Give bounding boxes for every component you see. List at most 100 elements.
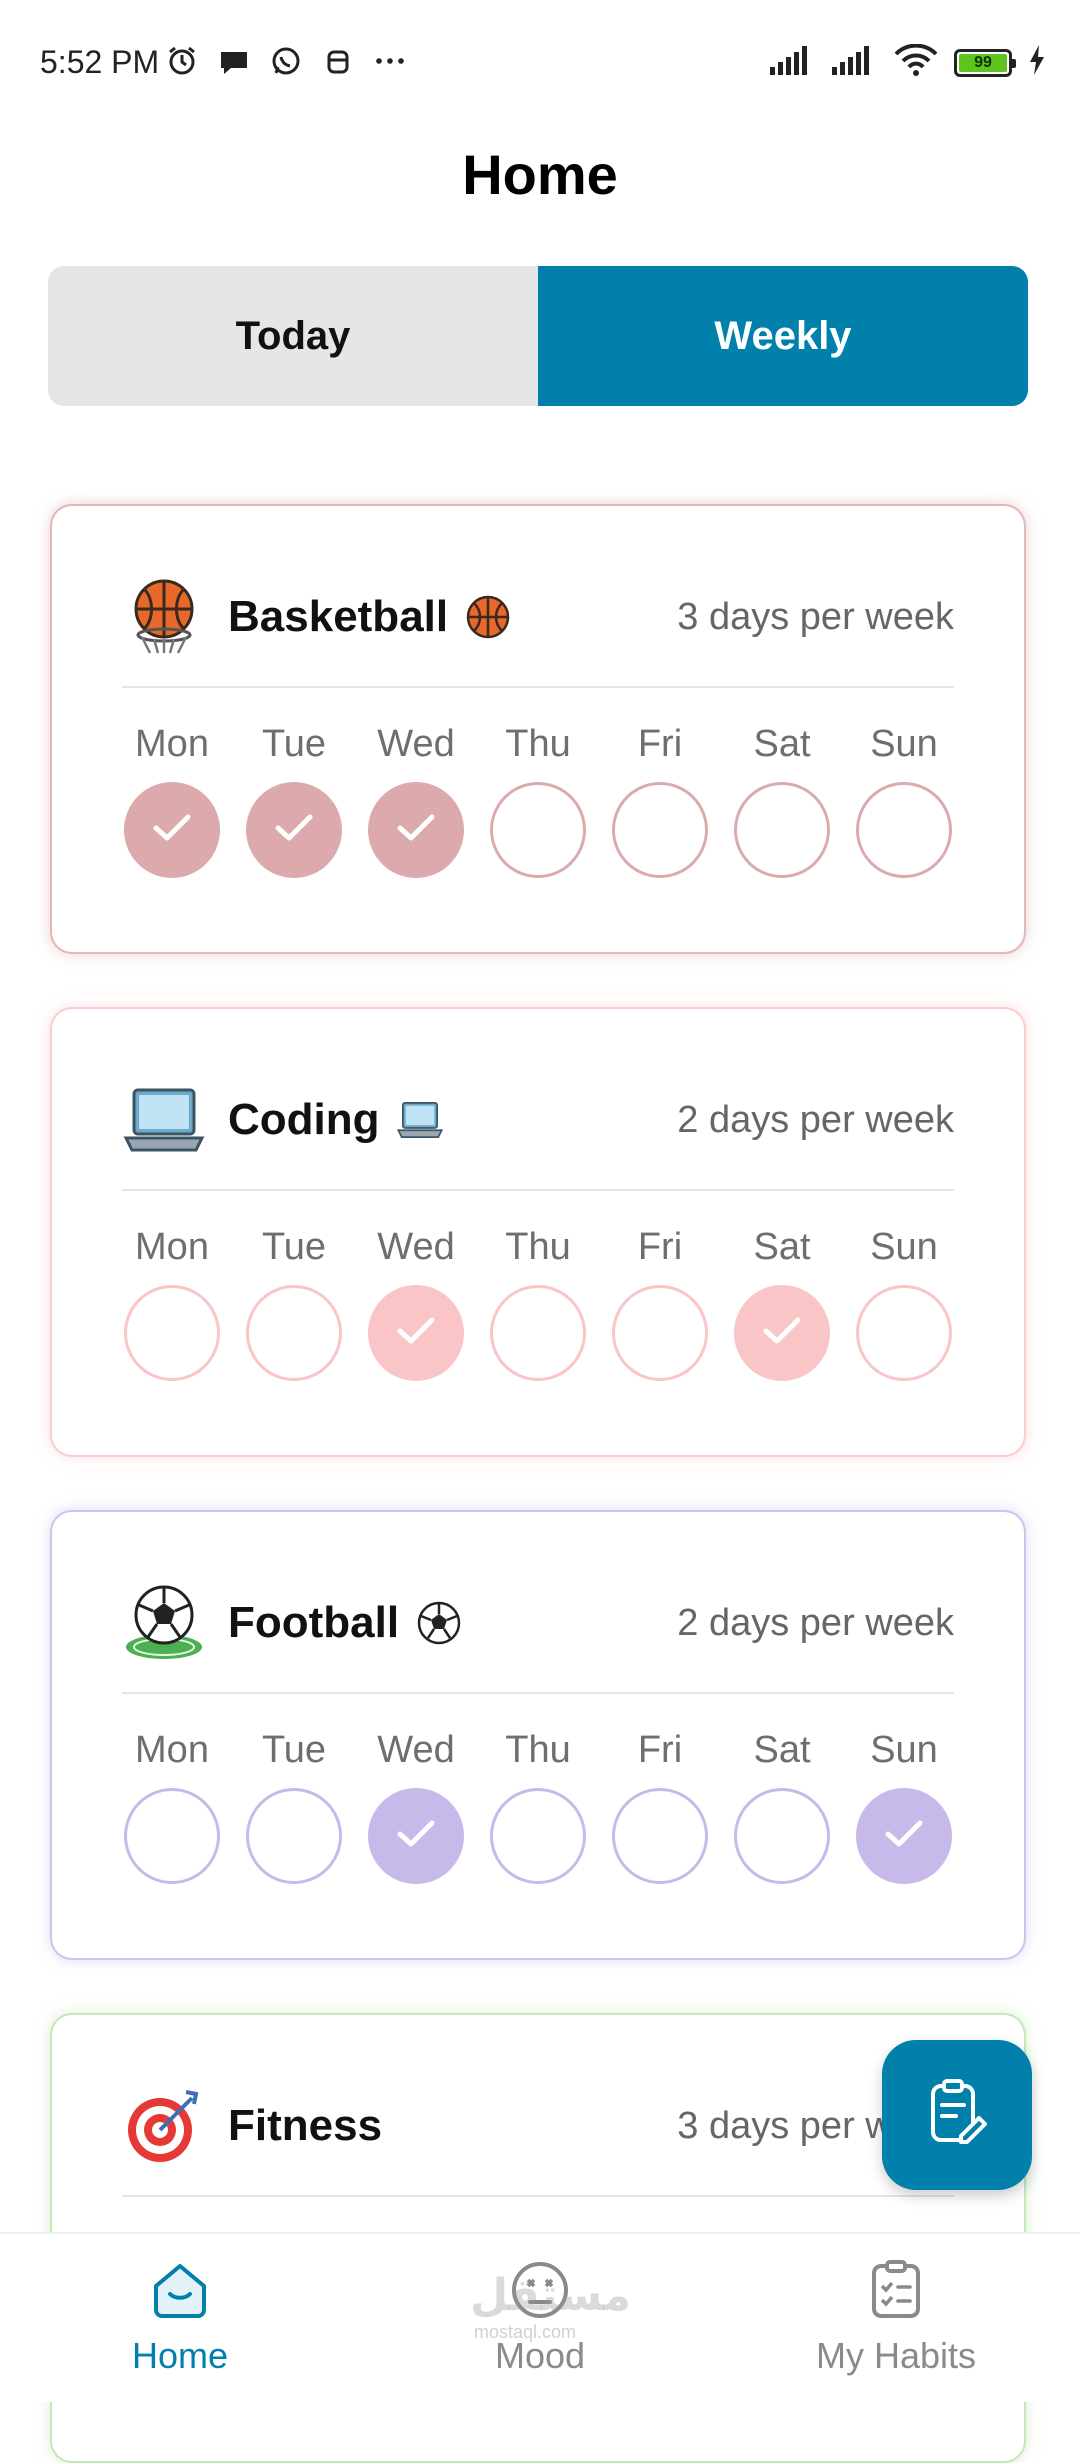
day-tue: Tue (244, 1722, 344, 1884)
home-icon (148, 2258, 212, 2327)
day-fri: Fri (610, 1722, 710, 1884)
tab-today[interactable]: Today (48, 266, 538, 406)
day-checkbox[interactable] (734, 1788, 830, 1884)
nav-my-habits-label: My Habits (815, 2335, 977, 2376)
day-checkbox[interactable] (856, 1285, 952, 1381)
day-label: Sat (753, 1226, 811, 1268)
day-checkbox[interactable] (490, 782, 586, 878)
day-label: Thu (505, 1729, 571, 1771)
signal-icon (770, 45, 816, 80)
day-label: Mon (135, 1226, 209, 1268)
day-label: Thu (505, 1226, 571, 1268)
add-habit-button[interactable] (882, 2040, 1032, 2190)
more-icon (373, 44, 407, 78)
day-label: Wed (377, 1226, 455, 1268)
day-mon: Mon (122, 1722, 222, 1884)
soccer-ball-icon (415, 1599, 463, 1647)
day-sat: Sat (732, 1219, 832, 1381)
day-label: Sun (870, 723, 938, 765)
day-checkbox[interactable] (246, 1788, 342, 1884)
day-checkbox-checked[interactable] (368, 782, 464, 878)
week-days: Mon Tue Wed Thu Fri Sat Sun (122, 1722, 954, 1884)
habit-card-header: Coding 2 days per week (122, 1077, 954, 1163)
day-label: Thu (505, 723, 571, 765)
basketball-hoop-icon (122, 575, 206, 659)
day-checkbox[interactable] (612, 1285, 708, 1381)
day-checkbox[interactable] (734, 782, 830, 878)
habit-card-header: Basketball 3 days per week (122, 574, 954, 660)
soccer-field-icon (122, 1581, 206, 1665)
week-days: Mon Tue Wed Thu Fri Sat Sun (122, 1219, 954, 1381)
day-checkbox[interactable] (612, 1788, 708, 1884)
check-icon (884, 1819, 924, 1854)
day-label: Wed (377, 1729, 455, 1771)
day-sat: Sat (732, 1722, 832, 1884)
day-sun: Sun (854, 1219, 954, 1381)
habit-name: Fitness (228, 2101, 383, 2150)
chat-bubble-icon (217, 44, 251, 78)
battery-level: 99 (974, 53, 992, 71)
clipboard-edit-icon (925, 2078, 989, 2153)
signal-icon (832, 45, 878, 80)
day-checkbox[interactable] (490, 1285, 586, 1381)
day-label: Fri (637, 723, 683, 765)
status-time: 5:52 PM (40, 44, 160, 80)
divider (122, 1692, 954, 1694)
day-fri: Fri (610, 716, 710, 878)
nav-mood-label: Mood (494, 2335, 586, 2376)
day-checkbox[interactable] (246, 1285, 342, 1381)
tab-weekly[interactable]: Weekly (538, 266, 1028, 406)
day-label: Sat (753, 723, 811, 765)
day-thu: Thu (488, 716, 588, 878)
day-label: Fri (637, 1729, 683, 1771)
checklist-icon (864, 2258, 928, 2327)
habit-name: Football (228, 1598, 400, 1647)
day-checkbox-checked[interactable] (734, 1285, 830, 1381)
watermark: مستقل (470, 2271, 631, 2320)
habit-frequency: 2 days per week (677, 1601, 954, 1644)
habit-card[interactable]: Coding 2 days per week Mon Tue Wed Thu Fri Sat S… (50, 1007, 1026, 1457)
week-days: Mon Tue Wed Thu Fri Sat Sun (122, 716, 954, 878)
day-checkbox-checked[interactable] (368, 1788, 464, 1884)
habit-card-header: Football 2 days per week (122, 1580, 954, 1666)
day-checkbox-checked[interactable] (856, 1788, 952, 1884)
day-checkbox-checked[interactable] (246, 782, 342, 878)
day-checkbox-checked[interactable] (124, 782, 220, 878)
habit-card[interactable]: Basketball 3 days per week Mon Tue Wed Thu Fri… (50, 504, 1026, 954)
check-icon (762, 1316, 802, 1351)
charging-icon (1028, 45, 1046, 80)
nav-my-habits[interactable]: My Habits (746, 2258, 1046, 2377)
day-label: Mon (135, 723, 209, 765)
habit-name: Coding (228, 1095, 380, 1144)
check-icon (396, 1819, 436, 1854)
habit-card[interactable]: Football 2 days per week Mon Tue Wed Thu Fri Sa… (50, 1510, 1026, 1960)
nav-home[interactable]: Home (30, 2258, 330, 2377)
day-checkbox[interactable] (612, 782, 708, 878)
day-checkbox[interactable] (856, 782, 952, 878)
system-icons: 99 (770, 43, 1046, 81)
target-icon (122, 2084, 206, 2168)
habit-card-header: Fitness 3 days per week (122, 2083, 954, 2169)
day-checkbox[interactable] (124, 1788, 220, 1884)
check-icon (152, 813, 192, 848)
bottom-navigation: Home Mood My Habits (0, 2232, 1080, 2402)
day-sat: Sat (732, 716, 832, 878)
laptop-icon (122, 1078, 206, 1162)
day-label: Sun (870, 1729, 938, 1771)
day-thu: Thu (488, 1722, 588, 1884)
divider (122, 2195, 954, 2197)
day-wed: Wed (366, 716, 466, 878)
day-label: Sun (870, 1226, 938, 1268)
day-tue: Tue (244, 716, 344, 878)
day-label: Wed (377, 723, 455, 765)
day-checkbox[interactable] (124, 1285, 220, 1381)
day-sun: Sun (854, 1722, 954, 1884)
day-checkbox-checked[interactable] (368, 1285, 464, 1381)
nav-home-label: Home (131, 2335, 229, 2376)
nav-mood[interactable]: Mood (390, 2258, 690, 2377)
day-sun: Sun (854, 716, 954, 878)
view-toggle: Today Weekly (48, 266, 1028, 406)
basketball-icon (464, 593, 512, 641)
habit-name: Basketball (228, 592, 449, 641)
day-checkbox[interactable] (490, 1788, 586, 1884)
